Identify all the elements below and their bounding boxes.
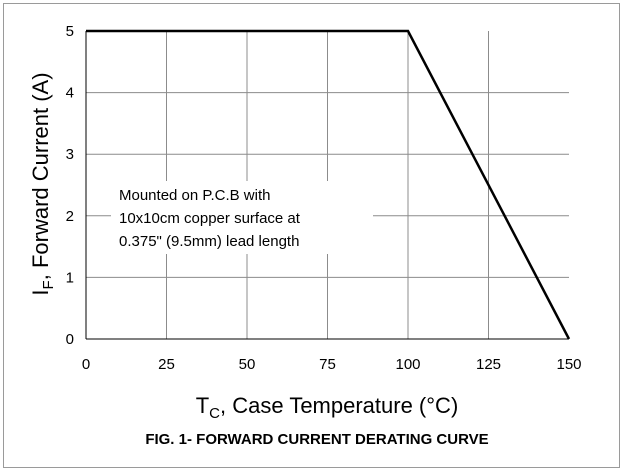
y-axis-title: IF, Forward Current (A) (28, 72, 57, 295)
annotation-line-2: 10x10cm copper surface at (119, 210, 301, 227)
annotation-line-3: 0.375" (9.5mm) lead length (119, 233, 299, 250)
x-tick-label: 0 (82, 356, 90, 373)
y-tick-labels: 0 1 2 3 4 5 (66, 23, 74, 348)
y-tick-label: 1 (66, 269, 74, 286)
x-tick-label: 125 (476, 356, 501, 373)
y-axis-title-rest: , Forward Current (A) (28, 72, 53, 280)
y-tick-label: 5 (66, 23, 74, 40)
y-tick-label: 4 (66, 85, 74, 102)
x-tick-label: 75 (319, 356, 336, 373)
x-tick-label: 50 (239, 356, 256, 373)
chart-title: FIG. 1- FORWARD CURRENT DERATING CURVE (145, 431, 488, 448)
x-axis-title-main: T (196, 393, 209, 418)
y-axis-title-subscript: F (40, 280, 57, 289)
x-tick-labels: 0 25 50 75 100 125 150 (82, 356, 582, 373)
y-tick-label: 0 (66, 331, 74, 348)
y-tick-label: 2 (66, 208, 74, 225)
annotation-line-1: Mounted on P.C.B with (119, 187, 270, 204)
x-axis-title-rest: , Case Temperature (°C) (220, 393, 458, 418)
y-tick-label: 3 (66, 146, 74, 163)
x-tick-label: 100 (395, 356, 420, 373)
x-tick-label: 150 (556, 356, 581, 373)
x-tick-label: 25 (158, 356, 175, 373)
x-axis-title: TC, Case Temperature (°C) (196, 393, 459, 422)
x-axis-title-subscript: C (209, 405, 220, 422)
